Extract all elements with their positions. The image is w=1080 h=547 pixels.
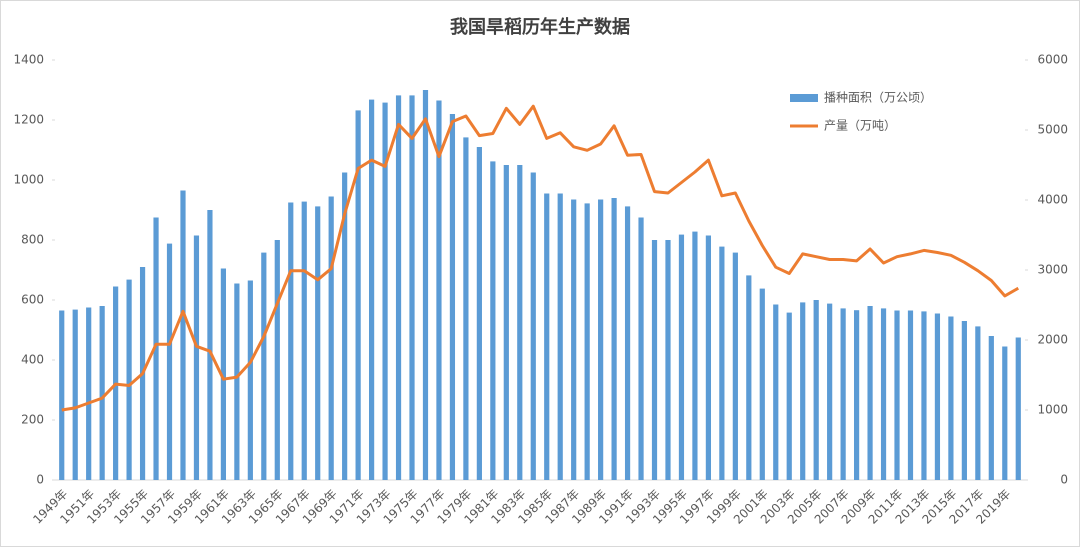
bar (840, 308, 846, 480)
bar (934, 313, 941, 480)
bar (719, 246, 725, 480)
bar (894, 310, 900, 480)
bar (342, 172, 348, 480)
bar (436, 100, 442, 480)
y-tick-label: 800 (21, 233, 44, 247)
bar (786, 312, 792, 480)
legend-swatch (790, 94, 818, 102)
bar (409, 95, 415, 481)
bar (355, 110, 361, 481)
bar (476, 147, 482, 480)
bar (180, 190, 186, 480)
y2-tick-label: 5000 (1037, 123, 1068, 137)
bar (853, 310, 860, 480)
bar (705, 235, 712, 480)
bar (59, 310, 65, 480)
bar (193, 235, 200, 480)
bar (207, 210, 213, 480)
bar (382, 102, 388, 480)
bar (153, 217, 159, 480)
bar (638, 217, 644, 480)
bar (624, 206, 631, 480)
bar (867, 306, 873, 480)
bar (301, 201, 307, 480)
bar (517, 165, 523, 480)
bar (126, 279, 132, 480)
bar (422, 90, 429, 480)
bar (220, 268, 227, 480)
bar (1002, 346, 1008, 480)
bar (544, 193, 550, 480)
bar (72, 309, 78, 480)
bar (598, 199, 604, 480)
bar (368, 99, 375, 480)
y2-tick-label: 4000 (1037, 193, 1068, 207)
bar (315, 206, 321, 480)
y-tick-label: 400 (21, 353, 44, 367)
y2-tick-label: 1000 (1037, 403, 1068, 417)
y2-tick-label: 6000 (1037, 53, 1068, 67)
legend-label: 产量（万吨） (824, 119, 896, 133)
y2-tick-label: 0 (1060, 473, 1068, 487)
bar (746, 275, 752, 480)
bar (584, 203, 590, 480)
bar (827, 303, 833, 480)
bar (961, 321, 967, 480)
bar (975, 326, 981, 480)
bar (490, 161, 496, 480)
bar (759, 288, 765, 480)
bar (86, 307, 92, 480)
bar (611, 198, 617, 480)
y2-tick-label: 3000 (1037, 263, 1068, 277)
bar (948, 316, 954, 480)
bar (463, 137, 469, 480)
bar (503, 165, 509, 480)
bar (988, 336, 994, 480)
bar (449, 114, 456, 480)
bar (921, 311, 927, 480)
line (61, 104, 1020, 412)
bar (247, 280, 253, 480)
bar (234, 283, 240, 480)
bar (1015, 337, 1021, 480)
bar (732, 252, 738, 480)
y-tick-label: 600 (21, 293, 44, 307)
y-tick-label: 200 (21, 413, 44, 427)
bar (261, 252, 267, 480)
bar (530, 172, 536, 480)
y-tick-label: 1200 (13, 113, 44, 127)
bar (288, 202, 294, 480)
bar (651, 240, 658, 480)
y-tick-label: 1000 (13, 173, 44, 187)
bar (665, 240, 671, 480)
bar (907, 310, 914, 480)
bar (99, 306, 105, 480)
legend-label: 播种面积（万公顷） (824, 91, 932, 105)
y-tick-label: 0 (36, 473, 44, 487)
bar (395, 95, 402, 481)
y-tick-label: 1400 (13, 53, 44, 67)
bar (773, 304, 779, 480)
y2-tick-label: 2000 (1037, 333, 1068, 347)
bar (166, 243, 173, 480)
bar (813, 300, 819, 480)
bar (328, 196, 334, 480)
bar (880, 308, 887, 480)
bar (557, 193, 563, 480)
bar (800, 302, 806, 480)
bar (678, 234, 685, 480)
bar (692, 231, 698, 480)
bar (274, 240, 280, 480)
chart-title: 我国旱稻历年生产数据 (450, 16, 630, 38)
bar (571, 199, 577, 480)
